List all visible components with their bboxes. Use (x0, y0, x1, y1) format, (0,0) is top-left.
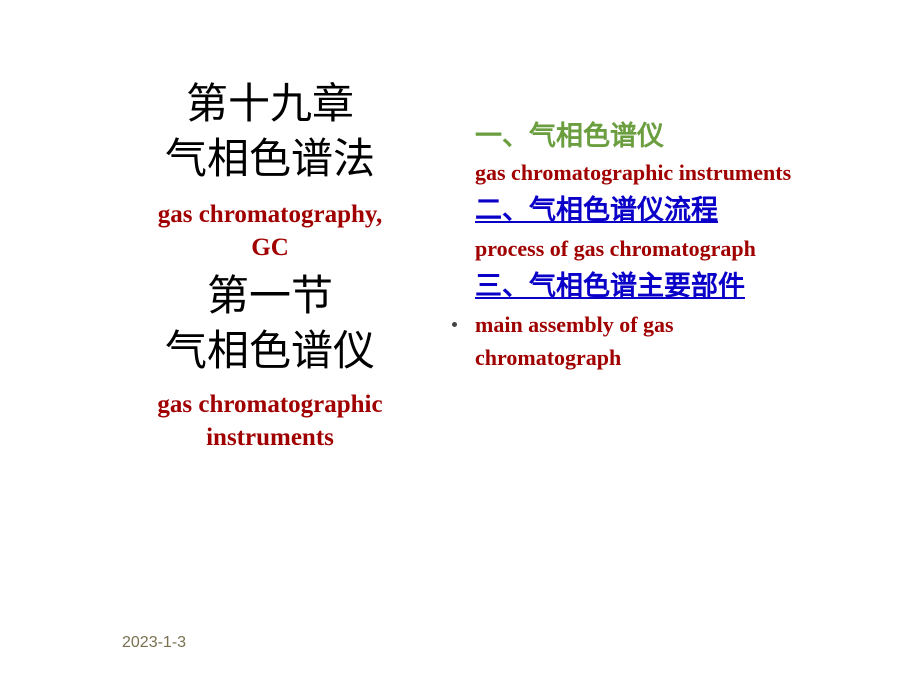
outline-item-1-cn: 一、气相色谱仪 (475, 118, 875, 156)
right-column: 一、气相色谱仪 gas chromatographic instruments … (475, 118, 875, 374)
chapter-title-line1: 第十九章 (95, 78, 445, 133)
gc-english-line2: GC (95, 232, 445, 265)
gc-english-line1: gas chromatography, (95, 199, 445, 232)
section-title-line2: 气相色谱仪 (95, 325, 445, 380)
outline-item-3-link[interactable]: 三、气相色谱主要部件 (475, 265, 875, 308)
outline-item-3-en-line1: main assembly of gas (475, 308, 875, 341)
outline-item-3-en-line2: chromatograph (475, 341, 875, 374)
section-title-line1: 第一节 (95, 270, 445, 325)
chapter-title-line2: 气相色谱法 (95, 133, 445, 188)
instrument-english-line2: instruments (95, 422, 445, 455)
outline-item-2-link[interactable]: 二、气相色谱仪流程 (475, 189, 875, 232)
outline-item-1-en: gas chromatographic instruments (475, 156, 875, 189)
outline-item-2-en: process of gas chromatograph (475, 232, 875, 265)
slide-container: 第十九章 气相色谱法 gas chromatography, GC 第一节 气相… (0, 0, 920, 690)
bullet-dot-icon (452, 322, 457, 327)
instrument-english-line1: gas chromatographic (95, 389, 445, 422)
left-column: 第十九章 气相色谱法 gas chromatography, GC 第一节 气相… (95, 78, 445, 454)
footer-date: 2023-1-3 (122, 634, 186, 652)
